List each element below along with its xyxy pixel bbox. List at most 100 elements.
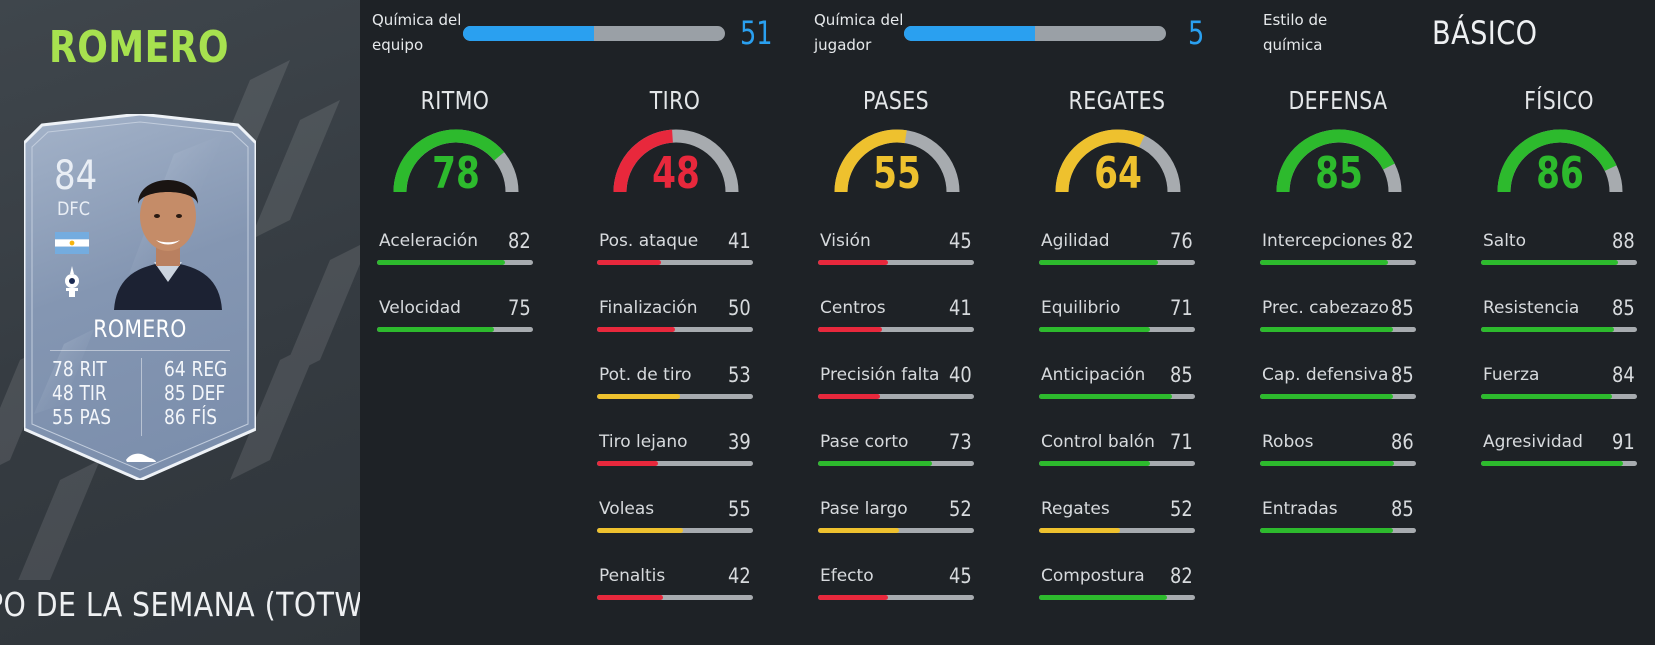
attribute-value: 45 [949,229,972,253]
attribute-bar [1260,461,1416,466]
attribute-row: Pos. ataque 41 [597,229,753,271]
attribute-bar [818,461,974,466]
attribute-row: Intercepciones 82 [1260,229,1416,271]
card-stat-rit: 78 RIT [52,357,107,381]
attribute-bar [818,595,974,600]
attribute-label: Agilidad [1041,231,1110,251]
card-stat-def: 85 DEF [164,381,226,405]
attribute-bar [377,260,533,265]
attribute-row: Agilidad 76 [1039,229,1195,271]
attribute-label: Resistencia [1483,298,1580,318]
attribute-value: 82 [1170,564,1193,588]
attribute-label: Anticipación [1041,365,1146,385]
attribute-row: Robos 86 [1260,430,1416,472]
attribute-bar [1039,394,1195,399]
attribute-value: 39 [728,430,751,454]
attribute-value: 88 [1612,229,1635,253]
attribute-bar-fill [1260,461,1395,466]
gauge-fill [1276,129,1395,193]
attribute-bar-fill [1039,595,1167,600]
attribute-value: 85 [1391,363,1414,387]
attribute-bar-fill [597,394,680,399]
attribute-value: 52 [1170,497,1193,521]
gauge-fill [834,129,907,193]
attribute-bar-fill [1039,260,1158,265]
attribute-row: Visión 45 [818,229,974,271]
team-chemistry-label: Química del equipo [372,11,462,54]
boot-icon [126,453,156,462]
attribute-bar-fill [1039,461,1150,466]
card-stat-fis: 86 FÍS [164,405,218,429]
promo-title: PO DE LA SEMANA (TOTW) [0,585,360,624]
attribute-label: Penaltis [599,566,666,586]
attribute-bar-fill [1481,394,1613,399]
attribute-row: Precisión falta 40 [818,363,974,405]
attribute-value: 71 [1170,296,1193,320]
attribute-bar-fill [597,595,663,600]
attribute-label: Aceleración [379,231,478,251]
category-title: RITMO [420,86,490,115]
attribute-bar-fill [1481,260,1619,265]
attribute-label: Salto [1483,231,1526,251]
attribute-value: 84 [1612,363,1635,387]
category-title: TIRO [649,86,701,115]
tottenham-badge-icon [65,266,79,297]
attribute-row: Velocidad 75 [377,296,533,338]
attribute-label: Tiro lejano [599,432,688,452]
attribute-label: Robos [1262,432,1314,452]
attribute-row: Tiro lejano 39 [597,430,753,472]
attribute-row: Centros 41 [818,296,974,338]
chemistry-style-value[interactable]: BÁSICO [1432,14,1538,52]
category-gauge [1497,129,1623,193]
attribute-value: 73 [949,430,972,454]
attribute-bar [597,394,753,399]
attribute-bar [1039,327,1195,332]
attribute-bar-fill [597,461,658,466]
argentina-flag-icon [55,232,89,254]
attribute-value: 55 [728,497,751,521]
attribute-row: Voleas 55 [597,497,753,539]
attribute-bar [597,461,753,466]
attribute-label: Intercepciones [1262,231,1387,251]
attribute-value: 71 [1170,430,1193,454]
category-gauge [1276,129,1402,193]
attribute-value: 75 [508,296,531,320]
attribute-bar [597,595,753,600]
attribute-label: Entradas [1262,499,1338,519]
attribute-row: Regates 52 [1039,497,1195,539]
attribute-row: Compostura 82 [1039,564,1195,606]
attribute-row: Cap. defensiva 85 [1260,363,1416,405]
attribute-row: Pot. de tiro 53 [597,363,753,405]
attribute-bar-fill [1260,528,1393,533]
attribute-label: Velocidad [379,298,461,318]
attribute-bar [818,260,974,265]
attribute-bar-fill [818,528,900,533]
attribute-value: 76 [1170,229,1193,253]
attribute-row: Pase corto 73 [818,430,974,472]
gauge-fill [1055,129,1145,193]
attribute-bar-fill [377,327,494,332]
attribute-label: Pot. de tiro [599,365,692,385]
card-stat-tir: 48 TIR [52,381,107,405]
attribute-bar [1039,528,1195,533]
category-rating: 85 [1315,148,1363,199]
card-divider [50,350,230,351]
attribute-value: 85 [1612,296,1635,320]
attribute-label: Visión [820,231,871,251]
attribute-bar-fill [597,528,683,533]
player-chemistry-value: 5 [1188,14,1205,52]
attribute-label: Control balón [1041,432,1155,452]
attribute-value: 53 [728,363,751,387]
attribute-bar [1481,327,1637,332]
category-rating: 55 [873,148,921,199]
attribute-bar-fill [1260,394,1393,399]
attribute-label: Precisión falta [820,365,940,385]
attribute-label: Cap. defensiva [1262,365,1389,385]
attribute-bar [597,528,753,533]
attribute-value: 91 [1612,430,1635,454]
attribute-bar [1039,260,1195,265]
category-rating: 64 [1094,148,1142,199]
attribute-value: 42 [728,564,751,588]
attribute-label: Centros [820,298,886,318]
category-title: REGATES [1068,86,1166,115]
